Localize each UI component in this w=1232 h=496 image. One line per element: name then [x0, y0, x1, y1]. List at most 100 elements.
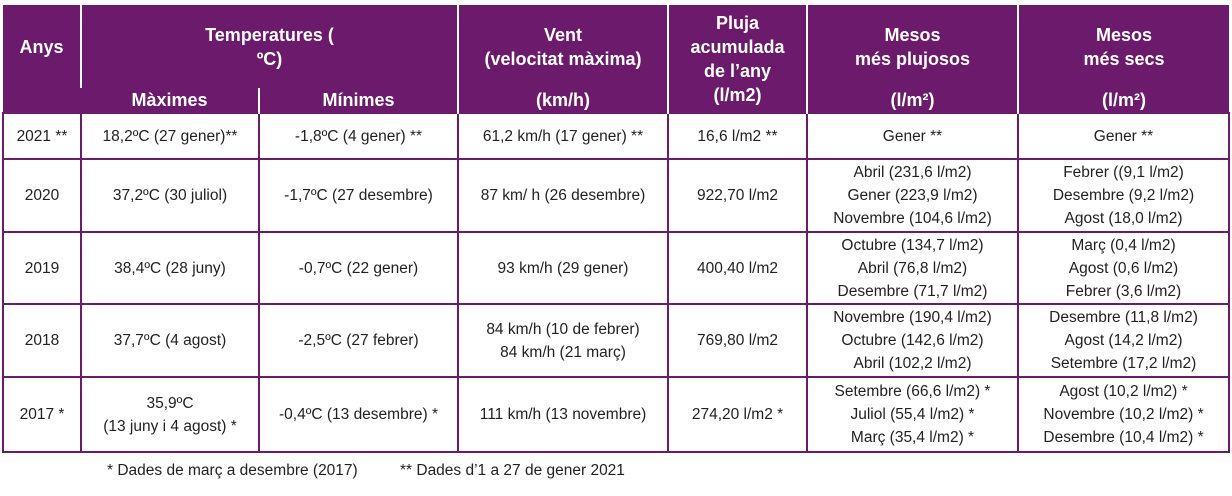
header-cell: (km/h) [457, 88, 668, 113]
cell-text: 922,70 l/m2 [697, 187, 778, 204]
cell-text: Gener ** [882, 127, 943, 145]
table-row: 2019 38,4ºC (28 juny) -0,7ºC (22 gener) 93 … [2, 231, 1230, 305]
header-text: més secs [1083, 48, 1165, 69]
cell-text: Abril (102,2 l/m2) [853, 355, 972, 372]
cell-text: 2017 * [19, 406, 65, 423]
cell-text: 84 km/h (21 març) [500, 343, 626, 361]
header-cell: Anys [3, 5, 81, 113]
cell-text: 111 km/h (13 novembre) [479, 406, 647, 423]
cell-text: Agost (14,2 l/m2) [1064, 332, 1183, 349]
table-cell: 2017 * [2, 376, 82, 453]
table-cell: Abril (231,6 l/m2) Gener (223,9 l/m2) Nove… [806, 158, 1019, 233]
cell-text: Octubre (134,7 l/m2) [841, 236, 984, 254]
cell-text: Novembre (190,4 l/m2) [833, 309, 992, 326]
cell-text: Febrer (3,6 l/m2) [1065, 282, 1182, 300]
header-text: Mesos [884, 24, 941, 45]
header-text: (l/m2) [713, 84, 762, 105]
cell-text: Juliol (55,4 l/m2) * [850, 406, 975, 423]
cell-text: -1,7ºC (27 desembre) [284, 187, 433, 204]
cell-text: 87 km/ h (26 desembre) [480, 187, 646, 204]
table-cell: 400,40 l/m2 [667, 231, 808, 305]
table-cell: Març (0,4 l/m2) Agost (0,6 l/m2) Febrer (3… [1017, 231, 1230, 305]
table-cell: 16,6 l/m2 ** [667, 112, 808, 160]
table-cell: 37,7ºC (4 agost) [80, 303, 260, 378]
header-text: (velocitat màxima) [484, 48, 642, 69]
table-cell: Agost (10,2 l/m2) * Novembre (10,2 l/m2) … [1017, 376, 1230, 453]
cell-text: Novembre (104,6 l/m2) [833, 210, 992, 227]
cell-text: 93 km/h (29 gener) [497, 259, 629, 277]
footnote: * Dades de març a desembre (2017) [107, 462, 358, 479]
table-cell: 2019 [2, 231, 82, 305]
table-cell: 2020 [2, 158, 82, 233]
header-text: (l/m²) [890, 90, 935, 110]
table-cell: Desembre (11,8 l/m2) Agost (14,2 l/m2) Set… [1017, 303, 1230, 378]
header-text: ºC) [256, 48, 283, 69]
header-text: Màximes [131, 90, 208, 110]
table-cell: 274,20 l/m2 * [667, 376, 808, 453]
cell-text: Octubre (142,6 l/m2) [841, 332, 984, 349]
table-cell: 18,2ºC (27 gener)** [80, 112, 260, 160]
cell-text: -1,8ºC (4 gener) ** [294, 127, 423, 145]
header-text: (l/m²) [1102, 90, 1146, 110]
cell-text: 274,20 l/m2 * [691, 406, 784, 423]
table-cell: Setembre (66,6 l/m2) * Juliol (55,4 l/m2)… [806, 376, 1019, 453]
table-cell: 35,9ºC (13 juny i 4 agost) * [80, 376, 260, 453]
cell-text: 2020 [24, 187, 60, 204]
cell-text: (13 juny i 4 agost) * [103, 417, 237, 435]
header-text: Mesos [1095, 24, 1153, 45]
table-row: 2017 * 35,9ºC (13 juny i 4 agost) * -0,4ºC … [2, 376, 1230, 453]
header-text: (km/h) [536, 90, 590, 110]
header-cell: Vent (velocitat màxima) [457, 5, 668, 88]
table-cell: 769,80 l/m2 [667, 303, 808, 378]
header-cell: Mesos més secs [1017, 5, 1229, 88]
header-cell: Mínimes [258, 88, 458, 113]
table-cell: Gener ** [806, 112, 1019, 160]
cell-text: Agost (10,2 l/m2) * [1059, 383, 1188, 400]
cell-text: Agost (0,6 l/m2) [1068, 259, 1179, 277]
header-text: acumulada [690, 36, 785, 57]
header-text: Pluja [715, 12, 759, 33]
cell-text: Setembre (66,6 l/m2) * [834, 383, 991, 400]
table-cell: 37,2ºC (30 juliol) [80, 158, 260, 233]
cell-text: Febrer ((9,1 l/m2) [1063, 164, 1184, 181]
table-cell: 922,70 l/m2 [667, 158, 808, 233]
table-cell: -1,8ºC (4 gener) ** [258, 112, 459, 160]
cell-text: Gener (223,9 l/m2) [847, 187, 978, 204]
header-cell: Mesos més plujosos [806, 5, 1018, 88]
header-cell: (l/m²) [1017, 88, 1229, 113]
table-cell: -1,7ºC (27 desembre) [258, 158, 459, 233]
table-cell: -0,4ºC (13 desembre) * [258, 376, 459, 453]
cell-text: 2018 [24, 332, 60, 349]
header-cell: Temperatures (ºC) [80, 5, 458, 88]
table-cell: 93 km/h (29 gener) [457, 231, 669, 305]
table-cell: Gener ** [1017, 112, 1230, 160]
cell-text: -0,7ºC (22 gener) [298, 259, 419, 277]
table-cell: 61,2 km/h (17 gener) ** [457, 112, 669, 160]
table-row: 2018 37,7ºC (4 agost) -2,5ºC (27 febrer) 84… [2, 303, 1230, 378]
table-cell: -0,7ºC (22 gener) [258, 231, 459, 305]
table-cell: Octubre (134,7 l/m2) Abril (76,8 l/m2) Des… [806, 231, 1019, 305]
cell-text: Desembre (10,4 l/m2) * [1043, 429, 1204, 446]
cell-text: 18,2ºC (27 gener)** [102, 127, 238, 145]
cell-text: 38,4ºC (28 juny) [114, 259, 226, 277]
cell-text: Març (35,4 l/m2) * [850, 429, 975, 446]
cell-text: Novembre (10,2 l/m2) * [1043, 406, 1204, 423]
header-text: Mínimes [322, 90, 395, 110]
cell-text: Gener ** [1093, 127, 1154, 145]
header-cell: Màximes [81, 88, 259, 113]
header-text: de l’any [703, 60, 772, 81]
cell-text: Abril (231,6 l/m2) [853, 164, 972, 181]
cell-text: Desembre (11,8 l/m2) [1049, 309, 1198, 326]
cell-text: 35,9ºC [146, 394, 194, 412]
cell-text: 37,2ºC (30 juliol) [112, 187, 228, 204]
header-text: Vent [543, 24, 582, 45]
table-row: 2020 37,2ºC (30 juliol) -1,7ºC (27 desembr… [2, 158, 1230, 233]
cell-text: Setembre (17,2 l/m2) [1050, 355, 1197, 372]
cell-text: -2,5ºC (27 febrer) [298, 332, 419, 349]
cell-text: Desembre (9,2 l/m2) [1052, 187, 1195, 204]
table-cell: Novembre (190,4 l/m2) Octubre (142,6 l/m2… [806, 303, 1019, 378]
table-cell: 111 km/h (13 novembre) [457, 376, 669, 453]
header-text: més plujosos [854, 48, 971, 69]
cell-text: -0,4ºC (13 desembre) * [278, 406, 438, 423]
